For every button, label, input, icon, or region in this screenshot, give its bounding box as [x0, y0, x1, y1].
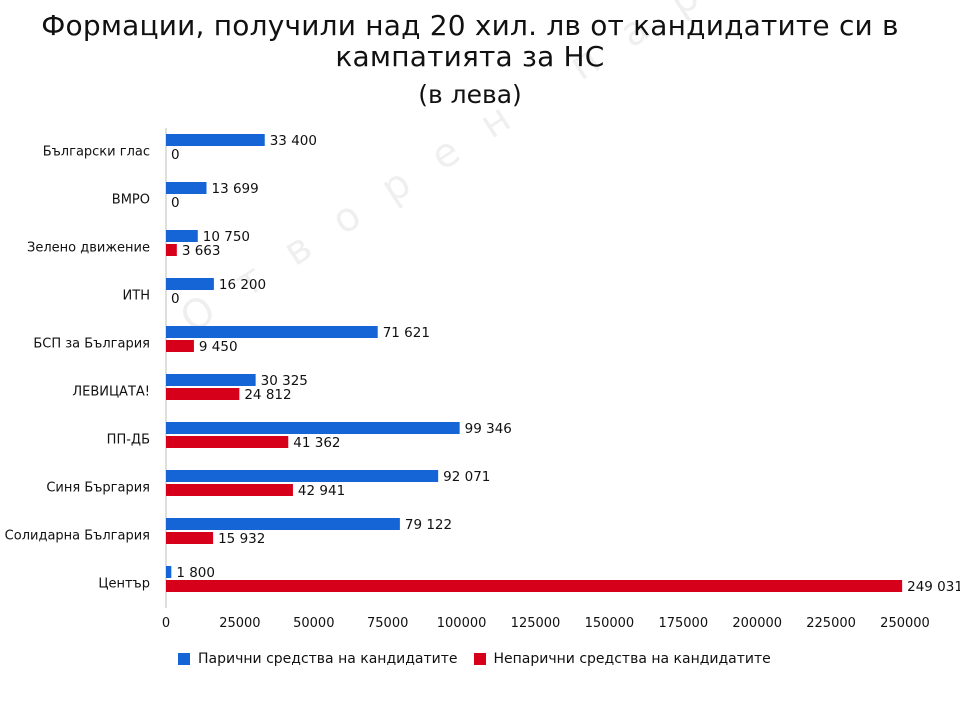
data-label: 3 663: [182, 243, 221, 259]
category-label: Солидарна България: [5, 529, 150, 544]
data-label: 0: [171, 195, 180, 211]
category-label: Български глас: [43, 145, 150, 160]
data-label: 71 621: [383, 325, 430, 341]
category-label: БСП за България: [33, 337, 150, 352]
x-tick-label: 225000: [806, 616, 856, 631]
data-label: 99 346: [465, 421, 512, 437]
bar-noncash: [166, 340, 194, 352]
category-label: Център: [98, 577, 150, 592]
category-label: ИТН: [123, 289, 150, 304]
bar-noncash: [166, 532, 214, 544]
legend-label-cash: Парични средства на кандидатите: [198, 651, 458, 667]
x-tick-label: 75000: [367, 616, 408, 631]
data-label: 92 071: [443, 469, 490, 485]
category-label: ЛЕВИЦАТА!: [72, 385, 150, 400]
data-label: 16 200: [219, 277, 266, 293]
bar-cash: [166, 422, 460, 434]
data-label: 42 941: [298, 483, 345, 499]
chart-title: Формации, получили над 20 хил. лв от кан…: [41, 9, 899, 73]
bar-noncash: [166, 436, 289, 448]
bar-cash: [166, 134, 265, 146]
chart-subtitle: (в лева): [418, 80, 522, 109]
x-tick-label: 125000: [511, 616, 561, 631]
legend-item-cash: Парични средства на кандидатите: [178, 651, 458, 667]
bar-cash: [166, 326, 378, 338]
bar-cash: [166, 518, 400, 530]
x-tick-label: 25000: [219, 616, 260, 631]
bar-cash: [166, 182, 207, 194]
bar-cash: [166, 470, 439, 482]
legend-label-noncash: Непарични средства на кандидатите: [493, 651, 771, 667]
x-tick-label: 150000: [585, 616, 635, 631]
legend-item-noncash: Непарични средства на кандидатите: [473, 651, 771, 667]
data-label: 1 800: [176, 565, 215, 581]
category-label: ПП-ДБ: [107, 433, 150, 448]
category-label: Зелено движение: [27, 241, 150, 256]
data-label: 10 750: [203, 229, 250, 245]
bar-cash: [166, 278, 214, 290]
legend: Парични средства на кандидатите Непаричн…: [178, 651, 787, 667]
data-label: 0: [171, 147, 180, 163]
data-label: 249 031: [907, 579, 960, 595]
x-tick-label: 175000: [658, 616, 708, 631]
legend-swatch-cash: [178, 653, 190, 665]
data-label: 15 932: [218, 531, 265, 547]
x-tick-label: 50000: [293, 616, 334, 631]
x-tick-label: 250000: [880, 616, 930, 631]
data-label: 79 122: [405, 517, 452, 533]
x-tick-label: 100000: [437, 616, 487, 631]
data-label: 41 362: [293, 435, 340, 451]
bar-cash: [166, 566, 172, 578]
bar-noncash: [166, 484, 293, 496]
legend-swatch-noncash: [473, 653, 486, 665]
category-label: Синя Бъргария: [46, 481, 150, 496]
x-tick-label: 200000: [732, 616, 782, 631]
category-label: ВМРО: [112, 193, 150, 208]
x-tick-label: 0: [162, 616, 170, 631]
bar-noncash: [166, 244, 177, 256]
bar-cash: [166, 230, 198, 242]
bar-cash: [166, 374, 256, 386]
bar-noncash: [166, 580, 903, 592]
data-label: 13 699: [211, 181, 258, 197]
data-label: 24 812: [244, 387, 291, 403]
bar-noncash: [166, 388, 240, 400]
data-label: 0: [171, 291, 180, 307]
data-label: 30 325: [261, 373, 308, 389]
data-label: 9 450: [199, 339, 238, 355]
data-label: 33 400: [270, 133, 317, 149]
